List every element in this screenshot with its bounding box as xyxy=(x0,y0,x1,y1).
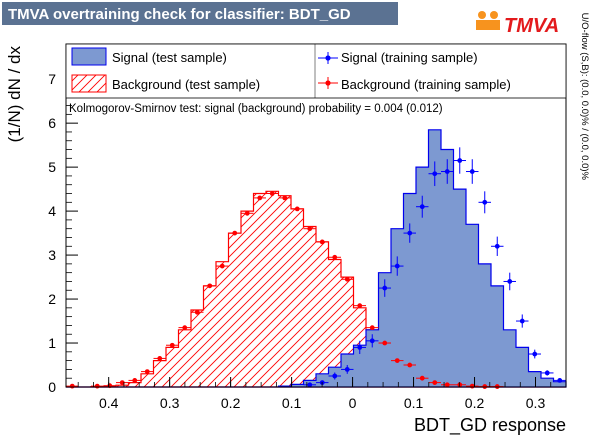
legend-background-train: Background (training sample) xyxy=(341,77,511,92)
signal-training-point xyxy=(453,147,466,174)
signal-training-point xyxy=(416,195,429,218)
tmva-logo-text: TMVA xyxy=(504,15,559,37)
x-tick-label: 0.3 xyxy=(526,395,546,411)
y-tick-label: 7 xyxy=(48,71,56,87)
background-training-point xyxy=(303,226,316,232)
x-tick-label: 0.3 xyxy=(160,395,180,411)
background-training-point xyxy=(278,195,291,201)
x-tick-label: 0.2 xyxy=(221,395,241,411)
background-training-point xyxy=(228,230,241,236)
x-tick-label: 0.2 xyxy=(465,395,485,411)
signal-training-point xyxy=(528,349,541,359)
signal-training-point xyxy=(503,272,516,291)
ks-test-text: Kolmogorov-Smirnov test: signal (backgro… xyxy=(69,103,443,115)
signal-training-point xyxy=(378,279,391,297)
background-training-point xyxy=(366,325,379,331)
background-training-point xyxy=(253,195,266,201)
tmva-logo: TMVA xyxy=(476,11,559,37)
signal-training-point xyxy=(341,365,354,374)
background-training-point xyxy=(241,210,254,216)
background-training-point xyxy=(441,382,454,388)
background-training-point xyxy=(166,342,179,348)
background-training-point xyxy=(128,378,141,383)
y-axis: 0 1 2 3 4 5 6 7 xyxy=(48,52,78,395)
y-tick-label: 6 xyxy=(48,115,56,131)
background-training-point xyxy=(378,340,391,346)
x-axis-label: BDT_GD response xyxy=(414,415,566,436)
background-training-point xyxy=(191,309,204,315)
plot-title: TMVA overtraining check for classifier: … xyxy=(8,6,351,23)
background-training-point xyxy=(341,276,354,282)
y-axis-label: (1/N) dN / dx xyxy=(5,46,24,143)
y-tick-label: 5 xyxy=(48,159,56,175)
background-training-point xyxy=(116,380,129,386)
signal-training-point xyxy=(366,334,379,348)
signal-training-point xyxy=(353,340,366,355)
signal-training-point xyxy=(466,159,479,184)
legend-swatch-signal-test xyxy=(71,47,107,66)
legend-signal-train: Signal (training sample) xyxy=(341,50,478,65)
y-tick-label: 4 xyxy=(48,203,56,219)
y-tick-label: 0 xyxy=(48,379,56,395)
background-training-point xyxy=(353,303,366,309)
background-training-point xyxy=(403,362,416,368)
legend-background-test: Background (test sample) xyxy=(112,77,260,92)
background-training-point xyxy=(391,358,404,364)
signal-training-point xyxy=(428,161,441,187)
background-training-point xyxy=(141,369,154,375)
legend-signal-test: Signal (test sample) xyxy=(112,50,227,65)
signal-training-point xyxy=(491,236,504,256)
signal-training-point xyxy=(391,256,404,276)
background-training-point xyxy=(416,375,429,381)
signal-training-point xyxy=(516,314,529,328)
background-training-point xyxy=(178,325,191,331)
overflow-text: U/O-flow (S,B): (0.0, 0.0)% / (0.0, 0.0)… xyxy=(579,13,590,181)
background-training-point xyxy=(328,254,341,260)
y-tick-label: 2 xyxy=(48,291,56,307)
legend-swatch-background-test xyxy=(71,74,107,93)
x-tick-label: 0.1 xyxy=(282,395,302,411)
x-axis: 0.4 0.3 0.2 0.1 0 0.1 0.2 0.3 xyxy=(77,377,552,411)
background-training-point xyxy=(203,283,216,289)
background-training-point xyxy=(266,191,279,196)
background-training-point xyxy=(428,380,441,386)
signal-training-point xyxy=(403,223,416,243)
background-training-point xyxy=(316,239,329,245)
x-tick-label: 0.1 xyxy=(404,395,424,411)
y-tick-label: 1 xyxy=(48,335,56,351)
legend: Signal (test sample) Background (test sa… xyxy=(65,43,567,99)
y-tick-label: 3 xyxy=(48,247,56,263)
signal-training-points xyxy=(303,147,566,388)
signal-training-point xyxy=(541,370,554,376)
background-training-point xyxy=(153,356,166,361)
signal-training-point xyxy=(478,191,491,214)
background-training-point xyxy=(453,382,466,388)
legend-marker-background-train xyxy=(318,77,338,89)
signal-training-point xyxy=(441,159,454,184)
x-tick-label: 0.4 xyxy=(99,395,119,411)
x-tick-label: 0 xyxy=(349,395,357,411)
signal-training-point xyxy=(303,382,316,388)
legend-marker-signal-train xyxy=(318,52,338,64)
signal-training-point xyxy=(553,378,566,383)
title-bar xyxy=(2,2,398,25)
background-training-point xyxy=(291,206,304,212)
signal-training-point xyxy=(328,372,341,380)
background-training-point xyxy=(216,263,229,269)
